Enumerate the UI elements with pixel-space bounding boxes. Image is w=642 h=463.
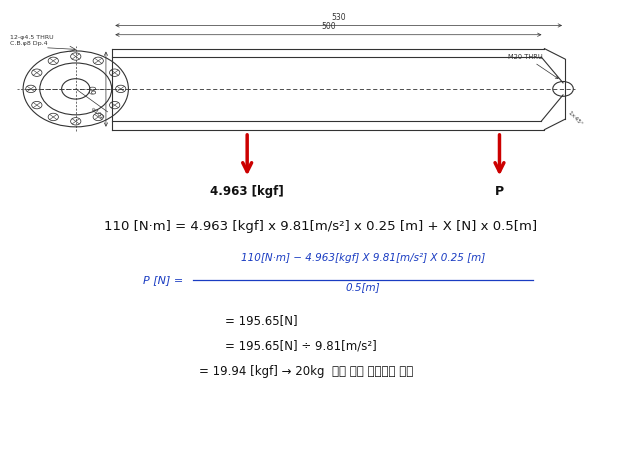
Text: = 195.65[N]: = 195.65[N]: [225, 314, 297, 327]
Text: 4.963 [kgf]: 4.963 [kgf]: [211, 185, 284, 198]
Text: 0.5[m]: 0.5[m]: [345, 282, 380, 293]
Text: P [N] =: P [N] =: [143, 275, 183, 285]
Text: 530: 530: [331, 13, 346, 22]
Text: 110[N·m] − 4.963[kgf] X 9.81[m/s²] X 0.25 [m]: 110[N·m] − 4.963[kgf] X 9.81[m/s²] X 0.2…: [241, 252, 485, 263]
Text: 500: 500: [321, 23, 336, 31]
Text: P: P: [495, 185, 504, 198]
Text: = 195.65[N] ÷ 9.81[m/s²]: = 195.65[N] ÷ 9.81[m/s²]: [225, 339, 376, 352]
Text: M20 THRU: M20 THRU: [508, 54, 558, 79]
Text: φ102: φ102: [90, 106, 105, 121]
Text: 12-φ4.5 THRU
C.B.φ8 Dp.4: 12-φ4.5 THRU C.B.φ8 Dp.4: [10, 35, 53, 46]
Text: 60: 60: [90, 84, 99, 94]
Text: 1×45°: 1×45°: [567, 110, 584, 127]
Text: 110 [N·m] = 4.963 [kgf] x 9.81[m/s²] x 0.25 [m] + X [N] x 0.5[m]: 110 [N·m] = 4.963 [kgf] x 9.81[m/s²] x 0…: [105, 220, 537, 233]
Text: = 19.94 [kgf] → 20kg  지그 추가 부착하여 시험: = 19.94 [kgf] → 20kg 지그 추가 부착하여 시험: [199, 365, 413, 378]
